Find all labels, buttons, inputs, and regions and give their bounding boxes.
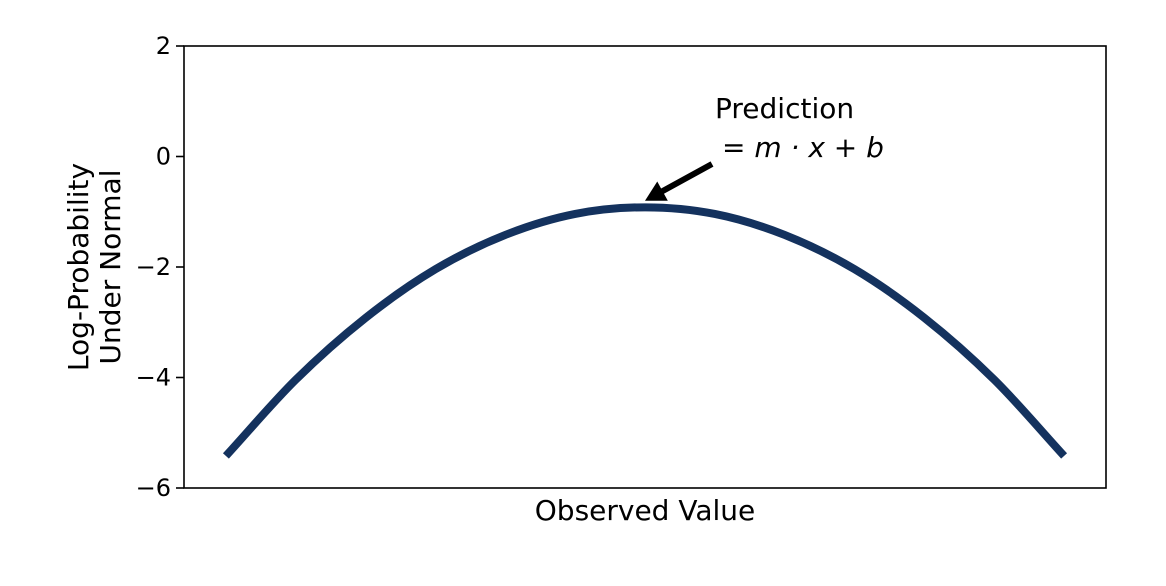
annotation-arrow (645, 161, 714, 201)
annotation-group: Prediction = m · x + b (645, 92, 884, 201)
plot-background (184, 46, 1106, 488)
y-axis-label-group: Log-Probability Under Normal (62, 163, 127, 371)
y-tick-label: 0 (156, 143, 171, 171)
plot-frame (183, 45, 1107, 489)
annotation-line-1: Prediction (715, 92, 854, 125)
y-tick-label: −2 (136, 253, 171, 281)
y-axis-label-line-1: Log-Probability (62, 163, 95, 371)
series-lines (222, 203, 1068, 459)
y-tick-label: 2 (156, 32, 171, 60)
annotation-line-2: = m · x + b (722, 131, 884, 164)
x-axis-label: Observed Value (535, 494, 756, 527)
y-ticks: 2 0 −2 −4 −6 (136, 32, 184, 502)
y-tick-label: −4 (136, 364, 171, 392)
y-axis-label-line-2: Under Normal (94, 170, 127, 365)
series-line (222, 203, 1068, 459)
y-tick-label: −6 (136, 474, 171, 502)
